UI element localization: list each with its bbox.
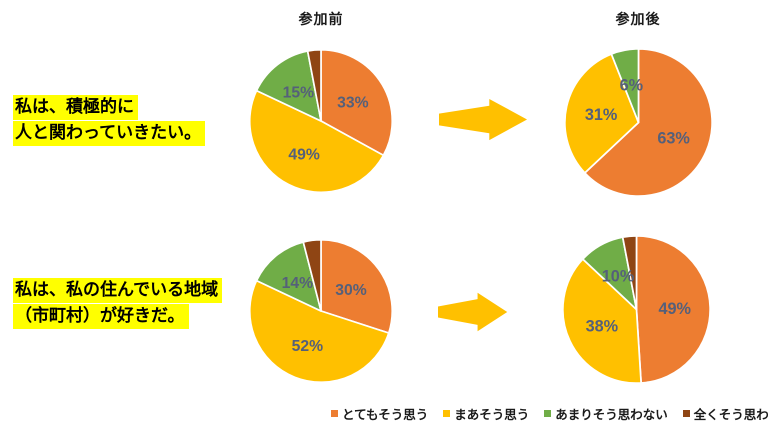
pie-slice-q1-before-0 [320,48,394,157]
pie-slice-q2-after-1 [562,258,642,384]
pie-slice-q1-after-0 [583,48,713,197]
question-2-text: 私は、私の住んでいる地域 （市町村）が好きだ。 [13,278,223,330]
legend-item-agree: まあそう思う [443,404,529,423]
pie-percent-label-q2-before-2: 14% [282,275,313,292]
pie-slice-q1-before-1 [248,89,385,194]
pie-percent-label-q2-before-1: 52% [292,338,323,355]
pie-slice-q1-after-1 [564,53,640,174]
question-1-line-1: 私は、積極的に [13,95,138,120]
question-1-line-2: 人と関わっていきたい。 [13,121,206,146]
pie-percent-label-q1-before-1: 49% [288,147,319,164]
pie-percent-label-q1-after-0: 63% [657,129,690,147]
question-2-line-2: （市町村）が好きだ。 [13,304,189,329]
pie-chart-q1-before: 33% 49% 15% [247,47,395,195]
legend-item-strongly-disagree: 全くそう思わない [682,404,768,423]
legend-swatch-disagree [544,410,552,417]
pie-slice-q1-before-2 [255,50,322,122]
pie-slice-q1-before-3 [306,48,322,122]
question-2-line-1: 私は、私の住んでいる地域 [13,278,223,303]
legend-item-strongly-agree: とてもそう思う [331,404,428,423]
legend-swatch-agree [443,410,451,417]
pie-percent-label-q1-after-2: 6% [620,77,644,95]
legend-swatch-strongly-agree [331,410,338,417]
pie-percent-label-q1-before-0: 33% [337,95,368,112]
pie-percent-label-q1-before-2: 15% [283,84,314,101]
right-arrow-icon-q1 [439,98,528,141]
pie-chart-q1-after: 63% 31% 6% [562,46,715,199]
legend-item-disagree: あまりそう思わない [544,404,668,423]
pie-slice-q2-after-0 [635,235,711,384]
legend-label: 全くそう思わない [693,408,768,422]
pie-chart-q2-after: 49% 38% 10% [560,233,713,386]
legend-swatch-strongly-disagree [682,410,690,417]
legend: とてもそう思う まあそう思う あまりそう思わない 全くそう思わない [331,404,768,423]
pie-percent-label-q2-after-2: 10% [602,268,635,286]
pie-percent-label-q1-after-1: 31% [585,106,618,124]
pie-slice-q2-before-2 [255,241,322,312]
pie-slice-q1-after-2 [610,48,640,124]
pie-slice-q2-after-3 [621,235,638,311]
legend-label: あまりそう思わない [555,408,668,422]
pie-chart-q2-before: 30% 52% 14% [247,237,395,385]
column-header-before: 参加前 [298,11,344,27]
pie-percent-label-q2-before-0: 30% [335,282,366,299]
pie-slice-q2-before-0 [320,238,394,334]
legend-label: まあそう思う [454,408,530,422]
question-1-text: 私は、積極的に 人と関わっていきたい。 [13,95,206,147]
right-arrow-icon-q2 [438,292,508,332]
legend-label: とてもそう思う [342,408,429,422]
pie-percent-label-q2-after-0: 49% [658,300,691,318]
pie-percent-label-q2-after-1: 38% [586,317,619,335]
pie-slice-q2-before-1 [248,279,390,384]
column-header-after: 参加後 [615,11,661,27]
pie-slice-q2-before-3 [302,238,322,312]
